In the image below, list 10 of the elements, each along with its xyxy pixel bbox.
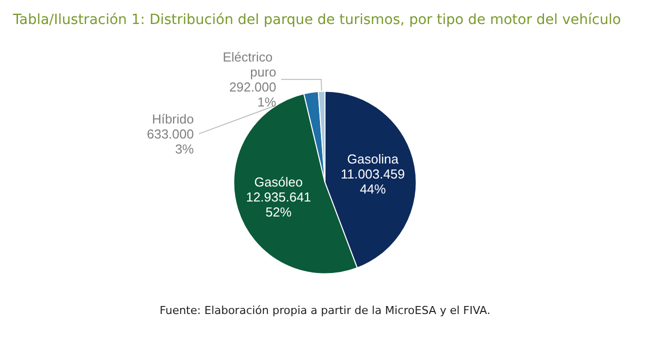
data-label: 11.003.459 44% bbox=[340, 166, 405, 196]
slice-label: Gasolina bbox=[347, 151, 400, 166]
source-note: Fuente: Elaboración propia a partir de la MicroESA y el FIVA. bbox=[160, 304, 490, 317]
chart-title: Tabla/Ilustración 1: Distribución del parque de turismos, por tipo de motor del vehículo bbox=[12, 12, 621, 28]
slice-label: Gasóleo bbox=[254, 174, 303, 190]
data-label: 292.000 1% bbox=[229, 79, 277, 110]
slice-label: Eléctrico puro bbox=[222, 49, 276, 80]
slice-label: Híbrido bbox=[152, 111, 194, 126]
data-label: 12.935.641 52% bbox=[246, 189, 312, 220]
data-label: 633.000 3% bbox=[146, 126, 194, 156]
